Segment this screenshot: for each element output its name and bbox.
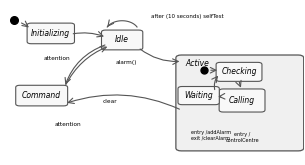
Text: Initializing: Initializing [31, 29, 70, 38]
Text: clear: clear [103, 99, 117, 104]
Text: attention: attention [54, 122, 81, 127]
Text: Idle: Idle [115, 35, 129, 44]
FancyBboxPatch shape [16, 85, 68, 106]
Text: Checking: Checking [221, 67, 257, 76]
FancyBboxPatch shape [219, 89, 265, 112]
FancyBboxPatch shape [102, 30, 143, 50]
Text: Command: Command [22, 91, 61, 100]
Text: Waiting: Waiting [184, 91, 213, 100]
Text: entry /addAlarm
exit /clearAlarm: entry /addAlarm exit /clearAlarm [191, 130, 231, 141]
Text: attention: attention [44, 56, 70, 61]
Text: after (10 seconds) selfTest: after (10 seconds) selfTest [151, 14, 224, 19]
FancyBboxPatch shape [216, 62, 262, 81]
FancyBboxPatch shape [176, 55, 304, 151]
FancyBboxPatch shape [27, 23, 74, 44]
Text: entry /
controlCentre: entry / controlCentre [225, 132, 259, 143]
Text: alarm(): alarm() [116, 60, 138, 65]
Text: Active: Active [185, 59, 209, 68]
Text: Calling: Calling [229, 96, 255, 105]
FancyBboxPatch shape [178, 86, 219, 105]
